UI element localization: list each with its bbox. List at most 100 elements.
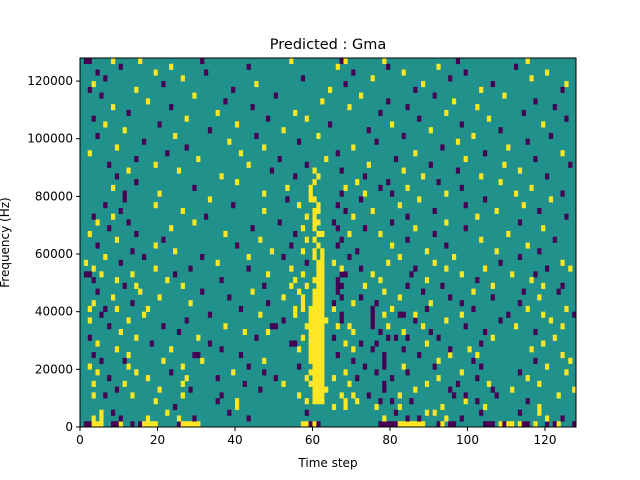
heatmap-cell-low [444, 242, 449, 249]
heatmap-cell-high [444, 219, 449, 226]
y-tick-label: 120000 [27, 74, 73, 88]
heatmap-cell-high [157, 294, 162, 301]
heatmap-cell-low [246, 415, 251, 422]
heatmap-cell-high [417, 421, 422, 428]
heatmap-cell-low [87, 86, 92, 93]
heatmap-cell-high [118, 328, 123, 336]
heatmap-cell-high [366, 161, 371, 168]
heatmap-cell-low [339, 236, 344, 243]
heatmap-cell-high [339, 392, 344, 399]
heatmap-cell-high [269, 248, 275, 255]
heatmap-cell-high [103, 254, 108, 261]
heatmap-cell-high [95, 421, 100, 428]
heatmap-cell-high [297, 288, 302, 295]
heatmap-cell-low [335, 352, 340, 359]
heatmap-cell-high [149, 421, 154, 428]
heatmap-cell-high [502, 161, 507, 168]
heatmap-cell-high [401, 167, 406, 174]
heatmap-cell-high [498, 421, 503, 428]
heatmap-cell-high [498, 179, 503, 186]
heatmap-cell-high [444, 415, 449, 422]
heatmap-cell-high [320, 386, 325, 393]
heatmap-cell-low [374, 340, 379, 347]
heatmap-cell-high [312, 334, 317, 341]
heatmap-cell-high [312, 254, 317, 261]
heatmap-cell-low [250, 225, 255, 232]
heatmap-cell-high [436, 375, 441, 382]
heatmap-cell-high [397, 392, 402, 399]
heatmap-cell-high [138, 288, 143, 295]
heatmap-cell-low [393, 334, 399, 341]
heatmap-cell-low [219, 392, 224, 399]
heatmap-cell-low [378, 328, 383, 336]
heatmap-cell-high [308, 328, 313, 336]
heatmap-cell-high [130, 392, 135, 399]
heatmap-cell-high [304, 213, 309, 220]
heatmap-cell-low [122, 357, 127, 364]
heatmap-cell-low [455, 58, 461, 65]
heatmap-cell-low [238, 305, 244, 312]
heatmap-cell-high [316, 219, 321, 226]
x-axis: 0 20 40 60 80 100 120 [76, 427, 556, 447]
heatmap-cell-low [545, 173, 550, 180]
heatmap-cell-high [440, 421, 445, 428]
heatmap-cell-low [572, 421, 577, 428]
heatmap-cell-high [134, 369, 139, 376]
heatmap-cell-high [343, 340, 348, 347]
heatmap-cell-low [525, 398, 530, 405]
heatmap-cell-low [293, 230, 298, 238]
heatmap-cell-high [541, 225, 546, 232]
heatmap-cell-low [483, 421, 488, 428]
heatmap-cell-low [374, 138, 379, 145]
heatmap-cell-high [145, 305, 151, 312]
heatmap-cell-high [370, 271, 375, 278]
heatmap-cell-high [320, 271, 325, 278]
heatmap-cell-high [173, 132, 178, 140]
heatmap-cell-high [448, 352, 453, 359]
heatmap-cell-low [424, 305, 430, 312]
heatmap-cell-high [525, 242, 530, 249]
heatmap-cell-high [262, 144, 267, 151]
heatmap-cell-high [304, 282, 309, 289]
heatmap-cell-high [91, 380, 96, 387]
heatmap-cell-low [87, 421, 92, 428]
heatmap-cell-low [297, 138, 302, 145]
heatmap-cell-low [475, 375, 480, 382]
heatmap-cell-high [180, 282, 185, 289]
heatmap-cell-high [335, 323, 340, 330]
heatmap-cell-low [99, 311, 104, 318]
heatmap-cell-high [455, 138, 461, 145]
heatmap-cell-high [231, 369, 236, 376]
heatmap-cell-low [107, 375, 112, 382]
heatmap-cell-high [219, 173, 224, 180]
heatmap-cell-low [281, 254, 286, 261]
heatmap-cell-high [316, 311, 321, 318]
heatmap-cell-low [405, 334, 410, 341]
heatmap-cell-low [254, 132, 259, 140]
heatmap-cell-high [316, 340, 321, 347]
heatmap-cell-low [114, 386, 120, 393]
heatmap-cell-high [537, 403, 542, 411]
heatmap-cell-high [390, 305, 395, 312]
heatmap-cell-high [316, 398, 321, 405]
heatmap-cell-high [223, 323, 228, 330]
heatmap-cell-high [324, 156, 329, 163]
heatmap-cell-high [486, 380, 492, 387]
heatmap-cell-high [483, 403, 488, 411]
heatmap-cell-low [498, 317, 503, 324]
heatmap-cell-high [556, 392, 561, 399]
heatmap-cell-high [359, 92, 364, 99]
heatmap-cell-low [374, 369, 379, 376]
heatmap-cell-high [386, 259, 391, 266]
heatmap-cell-low [452, 392, 457, 399]
heatmap-cell-low [289, 242, 294, 249]
heatmap-cell-low [118, 207, 123, 214]
heatmap-cell-low [343, 271, 348, 278]
heatmap-cell-high [300, 421, 306, 428]
heatmap-cell-high [312, 386, 317, 393]
heatmap-cell-high [320, 392, 325, 399]
heatmap-cell-high [312, 392, 317, 399]
heatmap-cell-high [378, 277, 383, 284]
heatmap-cell-high [459, 369, 464, 376]
heatmap-cell-high [316, 305, 321, 312]
